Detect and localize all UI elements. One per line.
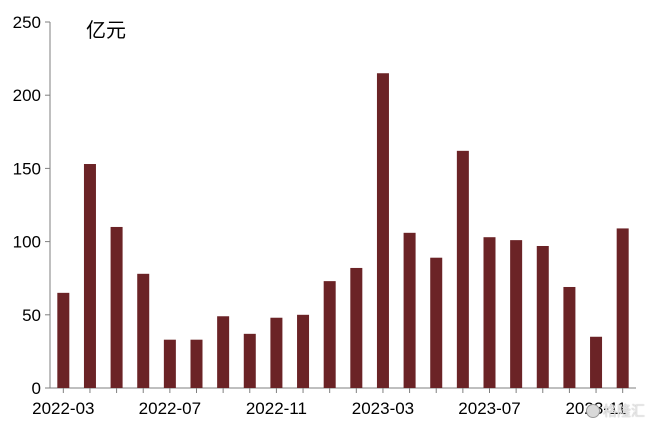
y-tick-label: 100 xyxy=(13,233,41,252)
bar-2023-10 xyxy=(563,286,576,388)
bar-2022-06 xyxy=(137,273,150,388)
watermark-logo-icon xyxy=(586,404,600,418)
y-tick-label: 200 xyxy=(13,86,41,105)
bar-2022-12 xyxy=(297,314,310,388)
bar-2022-07 xyxy=(163,339,176,388)
x-tick-label: 2022-11 xyxy=(246,399,307,418)
bar-2023-07 xyxy=(483,237,496,388)
y-axis: 0 50 100 150 200 250 xyxy=(13,13,51,398)
bar-2023-12 xyxy=(616,228,629,388)
x-tick-label: 2022-07 xyxy=(139,399,201,418)
bar-2022-10 xyxy=(243,333,256,388)
bar-2023-09 xyxy=(536,245,549,388)
bar-2022-04 xyxy=(83,164,96,388)
y-tick-label: 50 xyxy=(22,306,41,325)
x-tick-label: 2023-03 xyxy=(352,399,414,418)
x-tick-label: 2023-07 xyxy=(458,399,520,418)
bar-2023-05 xyxy=(430,257,443,388)
y-tick-label: 0 xyxy=(32,379,41,398)
unit-label: 亿元 xyxy=(86,18,126,42)
bar-2023-01 xyxy=(323,281,336,388)
bar-2022-08 xyxy=(190,339,203,388)
bar-2023-11 xyxy=(590,336,603,388)
bar-2022-09 xyxy=(217,316,230,388)
bar-2023-06 xyxy=(456,150,469,388)
watermark: 格隆汇 xyxy=(586,401,645,421)
bars xyxy=(57,73,629,389)
bar-2023-02 xyxy=(350,267,363,388)
bar-2022-03 xyxy=(57,292,70,388)
watermark-text: 格隆汇 xyxy=(603,404,645,420)
y-tick-label: 150 xyxy=(13,159,41,178)
x-axis: 2022-032022-072022-112023-032023-072023-… xyxy=(32,387,636,418)
bar-2022-05 xyxy=(110,226,123,388)
bar-2023-08 xyxy=(510,240,523,388)
y-tick-label: 250 xyxy=(13,13,41,32)
x-tick-label: 2022-03 xyxy=(32,399,94,418)
bar-2023-03 xyxy=(376,73,389,389)
bar-2022-11 xyxy=(270,317,283,388)
bar-2023-04 xyxy=(403,232,416,388)
